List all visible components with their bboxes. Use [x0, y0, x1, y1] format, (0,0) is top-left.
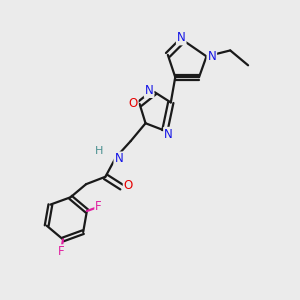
Text: F: F: [95, 200, 102, 213]
Text: O: O: [124, 179, 133, 192]
Text: H: H: [95, 146, 104, 157]
Text: O: O: [128, 98, 138, 110]
Text: N: N: [145, 84, 154, 97]
Text: N: N: [177, 32, 186, 44]
Text: N: N: [164, 128, 173, 141]
Text: N: N: [207, 50, 216, 63]
Text: F: F: [58, 245, 64, 258]
Text: N: N: [114, 152, 123, 165]
